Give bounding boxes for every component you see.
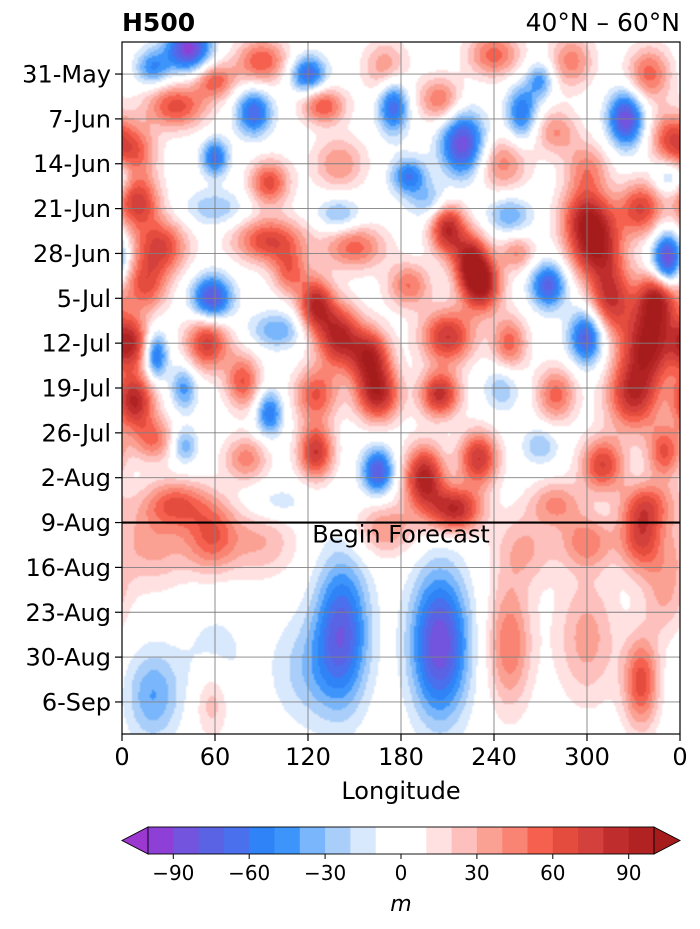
x-tick-label: 0: [672, 743, 687, 771]
colorbar-swatch: [223, 827, 250, 854]
chart-title: H500: [122, 8, 195, 37]
colorbar-swatch: [375, 827, 427, 854]
colorbar-tick-label: 60: [540, 861, 565, 885]
colorbar-tick-label: 90: [616, 861, 641, 885]
colorbar-swatch: [173, 827, 199, 854]
y-tick-label: 23-Aug: [25, 599, 111, 627]
x-tick-label: 240: [471, 743, 517, 771]
colorbar-swatch: [476, 827, 503, 854]
y-tick-label: 31-May: [22, 61, 111, 89]
colorbar-swatch: [628, 827, 655, 854]
y-tick-label: 9-Aug: [41, 509, 111, 537]
colorbar-swatch: [325, 827, 351, 854]
y-axis: 31-May 7-Jun 14-Jun 21-Jun 28-Jun 5-Jul 12-Jul…: [22, 61, 122, 716]
colorbar-swatch: [527, 827, 554, 854]
colorbar-tick-label: 30: [464, 861, 489, 885]
x-tick-label: 120: [285, 743, 331, 771]
colorbar-tick-label: 0: [395, 861, 408, 885]
x-tick-label: 180: [378, 743, 424, 771]
colorbar-swatch: [426, 827, 452, 854]
y-tick-label: 30-Aug: [25, 644, 111, 672]
y-tick-label: 16-Aug: [25, 554, 111, 582]
y-tick-label: 5-Jul: [57, 285, 111, 313]
colorbar-label: m: [390, 892, 411, 917]
y-tick-label: 6-Sep: [42, 688, 111, 716]
y-tick-label: 19-Jul: [42, 375, 112, 403]
colorbar-swatch: [578, 827, 604, 854]
x-tick-label: 0: [114, 743, 129, 771]
x-axis-label: Longitude: [341, 777, 460, 805]
colorbar-tick-label: −60: [228, 861, 270, 885]
x-tick-label: 60: [200, 743, 231, 771]
colorbar-swatch: [198, 827, 225, 854]
chart-subtitle: 40°N – 60°N: [526, 8, 680, 37]
colorbar-swatch: [148, 827, 174, 854]
y-tick-label: 26-Jul: [42, 419, 112, 447]
colorbar-swatch: [299, 827, 326, 854]
y-tick-label: 14-Jun: [33, 150, 111, 178]
colorbar-swatch: [249, 827, 275, 854]
colorbar: −90 −60 −30 0 30 60 90: [121, 826, 681, 885]
x-tick-label: 300: [564, 743, 610, 771]
colorbar-tick-label: −30: [304, 861, 346, 885]
y-tick-label: 2-Aug: [41, 464, 111, 492]
colorbar-swatch: [552, 827, 579, 854]
y-tick-label: 7-Jun: [48, 105, 111, 133]
y-tick-label: 28-Jun: [33, 240, 111, 268]
forecast-label: Begin Forecast: [312, 521, 490, 549]
colorbar-tick-label: −90: [152, 861, 194, 885]
y-tick-label: 21-Jun: [33, 195, 111, 223]
colorbar-swatch: [603, 827, 630, 854]
colorbar-swatch: [274, 827, 301, 854]
colorbar-swatch: [350, 827, 377, 854]
y-tick-label: 12-Jul: [42, 330, 112, 358]
colorbar-swatch: [502, 827, 528, 854]
x-axis: 0 60 120 180 240 300 0: [114, 734, 688, 771]
colorbar-swatch: [451, 827, 478, 854]
